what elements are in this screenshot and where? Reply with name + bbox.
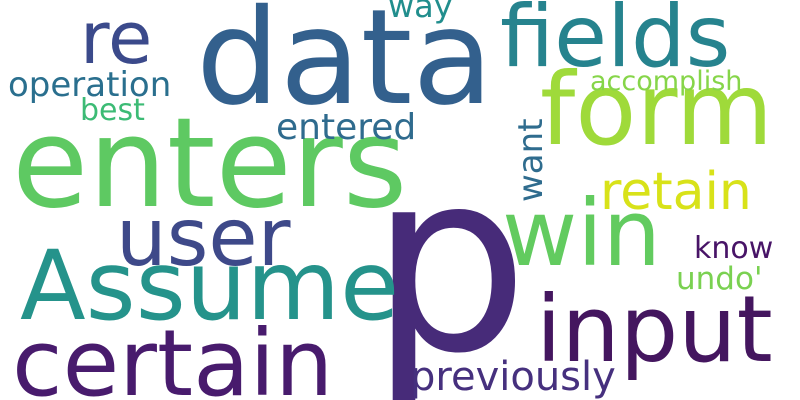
word-retain: retain — [600, 162, 752, 222]
word-input: input — [536, 276, 773, 383]
word-way: way — [388, 0, 453, 25]
word-want: want — [511, 118, 551, 202]
word-previously: previously — [410, 354, 616, 400]
word-win: win — [502, 180, 662, 287]
word-enters: enters — [12, 92, 408, 236]
word-accomplish: accomplish — [590, 66, 743, 97]
word-know: know — [694, 231, 774, 266]
word-best: best — [80, 93, 145, 128]
word-undo: undo' — [676, 261, 763, 297]
word-operation: operation — [8, 65, 172, 105]
word-re: re — [80, 0, 153, 80]
word-data: data — [196, 0, 494, 135]
word-entered: entered — [276, 107, 417, 148]
word-user: user — [116, 191, 291, 284]
word-certain: certain — [12, 310, 334, 400]
word-assume: Assume — [20, 230, 400, 342]
word-p: p — [370, 117, 529, 400]
word-fields: fields — [500, 0, 731, 87]
word-form: form — [540, 51, 774, 168]
